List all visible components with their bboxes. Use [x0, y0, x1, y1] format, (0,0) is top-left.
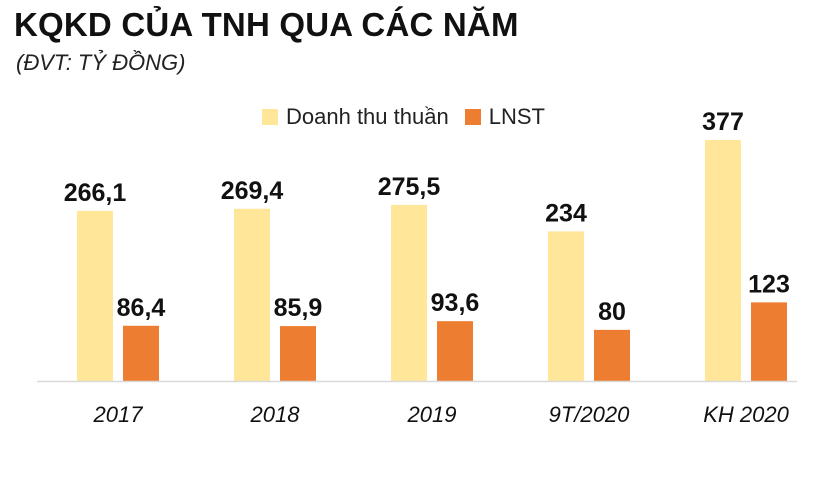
data-label-profit-0: 86,4	[117, 294, 166, 322]
bar-profit-1	[280, 326, 316, 381]
x-tick-label-0: 2017	[93, 402, 144, 427]
bar-revenue-2	[391, 204, 427, 381]
data-label-revenue-0: 266,1	[64, 179, 127, 207]
bar-profit-0	[123, 325, 159, 381]
bar-revenue-4	[705, 140, 741, 381]
bar-profit-3	[594, 329, 630, 381]
bar-revenue-3	[548, 231, 584, 381]
data-label-profit-3: 80	[598, 298, 626, 326]
data-label-revenue-2: 275,5	[378, 173, 441, 201]
legend: Doanh thu thuần LNST	[262, 104, 545, 130]
data-label-profit-4: 123	[748, 270, 790, 298]
data-label-revenue-3: 234	[545, 199, 587, 227]
chart-subtitle: (ĐVT: TỶ ĐỒNG)	[16, 50, 186, 75]
data-label-profit-1: 85,9	[274, 294, 323, 322]
bar-revenue-0	[77, 210, 113, 381]
x-tick-label-3: 9T/2020	[549, 402, 630, 427]
chart-title: KQKD CỦA TNH QUA CÁC NĂM	[14, 6, 519, 43]
bar-revenue-1	[234, 208, 270, 381]
legend-item-revenue: Doanh thu thuần	[262, 104, 449, 130]
legend-item-profit: LNST	[464, 104, 545, 130]
bar-profit-4	[751, 302, 787, 381]
x-tick-label-2: 2019	[407, 402, 457, 427]
legend-label-revenue: Doanh thu thuần	[286, 104, 449, 129]
x-tick-label-4: KH 2020	[703, 402, 789, 427]
data-label-revenue-1: 269,4	[221, 177, 284, 205]
data-label-revenue-4: 377	[702, 108, 744, 136]
legend-swatch-profit	[464, 109, 481, 125]
data-label-profit-2: 93,6	[431, 289, 480, 317]
bar-profit-2	[437, 321, 473, 381]
legend-swatch-revenue	[262, 109, 278, 125]
x-tick-label-1: 2018	[250, 402, 301, 427]
legend-label-profit: LNST	[488, 104, 545, 129]
